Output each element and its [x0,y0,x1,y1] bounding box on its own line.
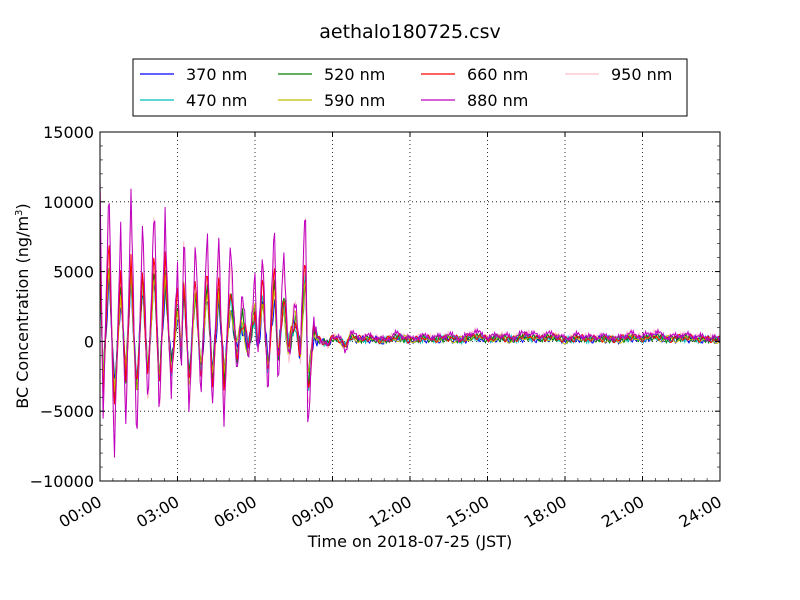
legend-label: 660 nm [467,65,528,84]
chart-title: aethalo180725.csv [319,21,501,43]
y-tick-label: 5000 [53,263,94,282]
legend-label: 520 nm [324,65,385,84]
legend-label: 950 nm [611,65,672,84]
legend-frame [132,58,688,117]
y-tick-label: 0 [84,332,94,351]
y-axis-label-tail: ) [13,203,32,209]
y-tick-label: 10000 [43,193,94,212]
legend-label: 370 nm [186,65,247,84]
legend: 370 nm 470 nm 520 nm 590 nm 660 nm 880 nm 950 … [132,58,688,117]
x-axis-label: Time on 2018-07-25 (JST) [307,532,512,551]
legend-label: 880 nm [467,91,528,110]
y-tick-label: −10000 [30,472,94,491]
y-axis-label-superscript: 3 [14,210,25,216]
y-tick-label: −5000 [40,402,94,421]
legend-label: 470 nm [186,91,247,110]
y-tick-label: 15000 [43,123,94,142]
series-line-880-nm [100,177,720,458]
y-axis-label-main: BC Concentration (ng/m [13,216,32,409]
legend-label: 590 nm [324,91,385,110]
series-lines [100,177,720,458]
y-axis-label: BC Concentration (ng/m3) [13,203,32,408]
